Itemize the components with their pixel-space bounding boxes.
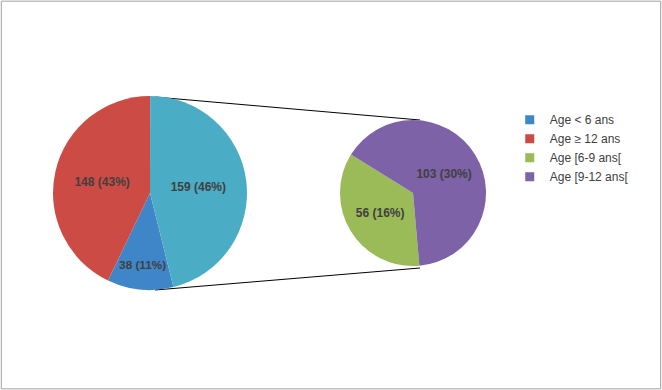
svg-text:Age [9-12 ans[: Age [9-12 ans[: [550, 170, 629, 184]
svg-text:38 (11%): 38 (11%): [119, 258, 166, 271]
svg-text:Age ≥ 12 ans: Age ≥ 12 ans: [550, 132, 621, 146]
svg-text:148 (43%): 148 (43%): [74, 175, 129, 189]
svg-text:Age < 6 ans: Age < 6 ans: [550, 113, 614, 127]
svg-text:56 (16%): 56 (16%): [356, 206, 405, 220]
svg-text:103 (30%): 103 (30%): [416, 167, 471, 181]
svg-text:Age [6-9 ans[: Age [6-9 ans[: [550, 151, 622, 165]
svg-text:159 (46%): 159 (46%): [171, 180, 226, 194]
